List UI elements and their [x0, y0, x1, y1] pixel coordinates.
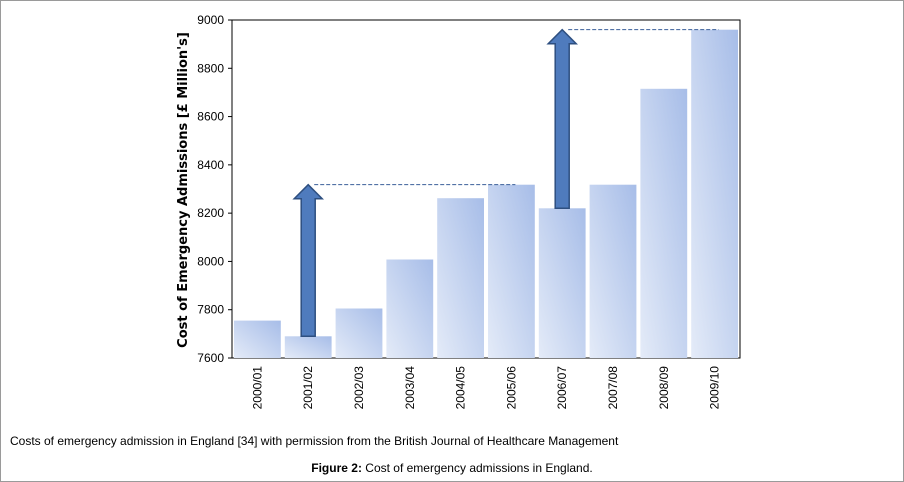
x-tick-label: 2001/02 — [301, 366, 315, 410]
y-tick-label: 7600 — [197, 351, 224, 365]
bar-2009-10 — [691, 29, 738, 358]
bar-2001-02 — [284, 336, 332, 358]
y-tick-label: 9000 — [197, 13, 224, 27]
y-axis-label: Cost of Emergency Admissions [£ Million'… — [176, 32, 191, 348]
bar-2004-05 — [437, 198, 484, 358]
y-tick-label: 8200 — [197, 206, 224, 220]
bar-2006-07 — [538, 208, 586, 358]
bar-2007-08 — [589, 184, 637, 358]
figure-caption: Figure 2: Cost of emergency admissions i… — [0, 461, 904, 475]
y-tick-label: 8800 — [197, 61, 224, 75]
y-tick-label: 7800 — [197, 303, 224, 317]
y-tick-label: 8000 — [197, 254, 224, 268]
bar-2000-01 — [234, 320, 281, 358]
y-tick-label: 8400 — [197, 158, 224, 172]
source-caption: Costs of emergency admission in England … — [10, 434, 619, 448]
x-tick-label: 2009/10 — [708, 366, 722, 410]
x-tick-label: 2000/01 — [250, 366, 264, 410]
annotations-group — [292, 28, 719, 338]
bar-2008-09 — [640, 88, 688, 359]
figure-label: Figure 2: — [311, 461, 362, 475]
bars-group — [234, 29, 738, 359]
x-tick-label: 2004/05 — [454, 366, 468, 410]
x-tick-label: 2007/08 — [606, 366, 620, 410]
x-tick-label: 2003/04 — [403, 366, 417, 410]
y-axis-ticks: 7600 7800 8000 8200 8400 8600 8800 9000 — [197, 13, 232, 365]
x-tick-label: 2008/09 — [657, 366, 671, 410]
bar-2002-03 — [335, 308, 383, 358]
bar-chart: 7600 7800 8000 8200 8400 8600 8800 9000 2000/01… — [176, 13, 741, 410]
bar-2003-04 — [386, 259, 434, 358]
bar-2005-06 — [488, 184, 535, 358]
up-arrow-annotation — [546, 28, 579, 210]
figure-text: Cost of emergency admissions in England. — [361, 461, 593, 475]
y-tick-label: 8600 — [197, 110, 224, 124]
up-arrow-annotation — [292, 183, 325, 338]
x-tick-label: 2005/06 — [504, 366, 518, 410]
x-tick-label: 2006/07 — [555, 366, 569, 410]
x-axis-ticks: 2000/01 2001/02 2002/03 2003/04 2004/05 2005/… — [250, 366, 721, 410]
x-tick-label: 2002/03 — [352, 366, 366, 410]
